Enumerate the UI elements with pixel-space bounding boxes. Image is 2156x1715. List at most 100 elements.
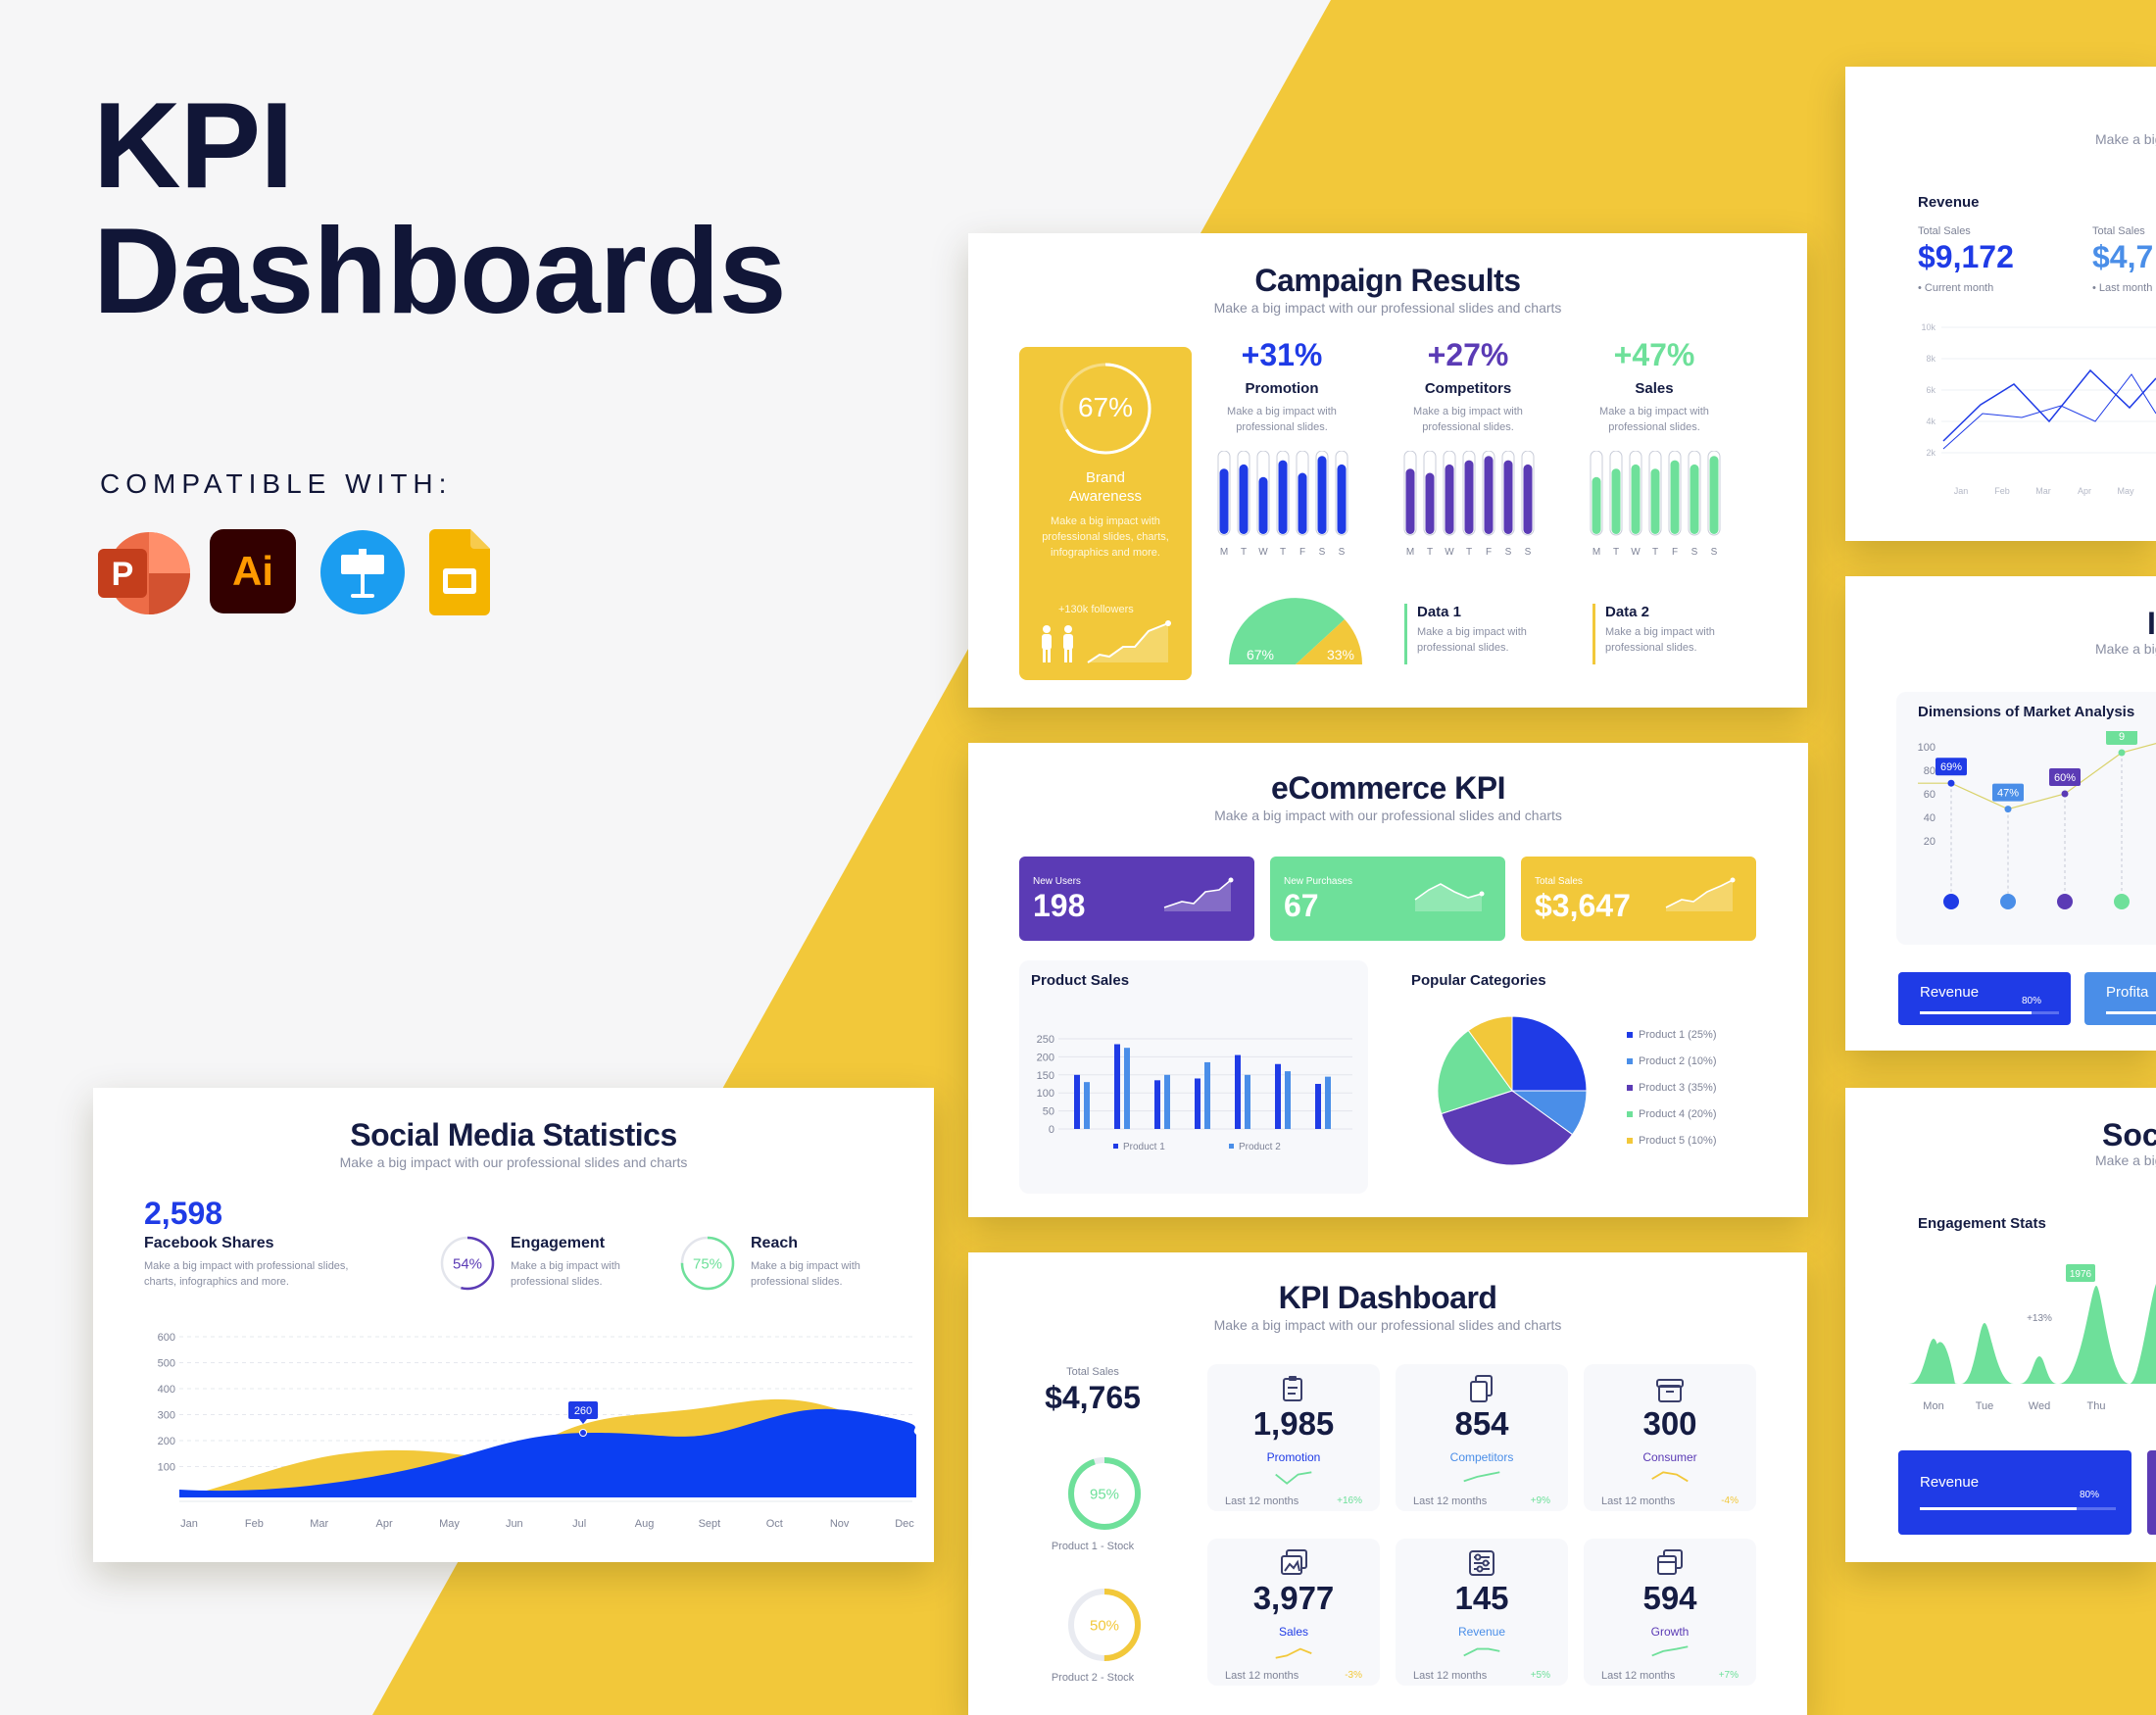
x-month-label: Sept (699, 1518, 721, 1530)
engagement-stats-chart: 1976 +13% Mon Tue Wed Thu (1908, 1264, 2156, 1412)
bar-product1 (1114, 1044, 1120, 1129)
social-stats-slide-partial[interactable]: Soc Make a big Engagement Stats 1976 +13%… (1845, 1088, 2156, 1562)
bar (1592, 476, 1601, 534)
ring-progress (1068, 1589, 1141, 1661)
market-dot (2057, 894, 2073, 909)
kpi-label: Revenue (1457, 1625, 1506, 1639)
social-media-statistics-slide[interactable]: Social Media Statistics Make a big impac… (93, 1088, 934, 1562)
kpi-change: -3% (1345, 1670, 1362, 1681)
kpi-sparkline (1651, 1645, 1689, 1657)
total-sales-value: $4,765 (1045, 1380, 1141, 1415)
revenue-button-percent: 80% (2080, 1490, 2100, 1500)
product-sales-panel: Product Sales 250 200 150 100 50 0 Product 1 Pr… (1019, 960, 1368, 1194)
kpi-box-competitors[interactable]: 854 Competitors Last 12 months +9% (1396, 1364, 1568, 1511)
profitability-progress-track (2106, 1011, 2156, 1014)
day-label: W (1445, 547, 1454, 558)
campaign-results-slide[interactable]: Campaign Results Make a big impact with … (968, 233, 1807, 708)
y-tick-label: 0 (1049, 1124, 1054, 1136)
bar-track (1668, 451, 1682, 536)
y-tick-label: 80 (1924, 765, 1936, 777)
bar-track (1335, 451, 1348, 536)
engagement-peak (2130, 1284, 2156, 1384)
market-point (2118, 749, 2126, 757)
facebook-shares-value: 2,598 (144, 1196, 223, 1231)
kpi-change: +7% (1718, 1670, 1739, 1681)
kpi-box-consumer[interactable]: 300 Consumer Last 12 months -4% (1584, 1364, 1756, 1511)
revenue-button[interactable]: Revenue 80% (1898, 972, 2071, 1025)
slide-subtitle: Make a big impact with our professional … (1213, 1317, 1562, 1333)
reach-ring: 75% (680, 1236, 735, 1291)
market-badge-label: 9 (2119, 731, 2125, 743)
bar-track (1217, 451, 1231, 536)
engagement-stats-title: Engagement Stats (1918, 1215, 2046, 1232)
metric-label: Promotion (1245, 380, 1319, 397)
x-month-label: May (439, 1518, 460, 1530)
kpi-box-revenue[interactable]: 145 Revenue Last 12 months +5% (1396, 1539, 1568, 1686)
stat-card[interactable]: Total Sales $3,647 (1521, 857, 1756, 941)
bar (1445, 464, 1454, 534)
metric-label: Sales (1635, 380, 1674, 397)
x-month-label: Feb (1994, 486, 2010, 496)
data-item-title: Data 2 (1605, 604, 1650, 620)
slide-subtitle: Make a big impact with our professional … (339, 1154, 688, 1170)
marker-badge (568, 1401, 598, 1419)
engagement-peak (2020, 1356, 2057, 1384)
total-sales-label-2: Total Sales (2092, 225, 2145, 237)
stat-card[interactable]: New Users 198 (1019, 857, 1254, 941)
market-badge-label: 60% (2054, 772, 2076, 784)
ring-percent: 50% (1090, 1617, 1119, 1634)
kpi-sparkline (1651, 1471, 1689, 1483)
bar-track (1501, 451, 1515, 536)
day-label: S (1711, 547, 1718, 558)
revenue-slide-partial[interactable]: Make a big Revenue Total Sales $9,172 • … (1845, 67, 2156, 541)
kpi-period: Last 12 months (1601, 1670, 1676, 1682)
x-month-label: Mar (2035, 486, 2051, 496)
legend-label: Product 2 (1239, 1142, 1281, 1152)
day-label: S (1319, 547, 1326, 558)
market-dot (1943, 894, 1959, 909)
legend-swatch (1627, 1138, 1633, 1145)
bar (1690, 464, 1699, 534)
reach-label: Reach (751, 1235, 799, 1251)
revenue-button[interactable]: Revenue 80% (1898, 1450, 2132, 1535)
day-label: W (1631, 547, 1641, 558)
hero-title-line2: Dashboards (93, 204, 787, 339)
people-icon (1042, 625, 1073, 662)
bar (1464, 460, 1474, 534)
kpi-box-promotion[interactable]: 1,985 Promotion Last 12 months +16% (1207, 1364, 1380, 1511)
kpi-period: Last 12 months (1225, 1670, 1299, 1682)
legend-swatch (1627, 1085, 1633, 1092)
google-slides-icon (429, 529, 490, 615)
kpi-value: 300 (1642, 1405, 1697, 1442)
profitability-button[interactable]: Profita (2084, 972, 2156, 1025)
kpi-sparkline (1463, 1647, 1500, 1657)
day-label: T (1652, 547, 1658, 558)
ecommerce-kpi-slide[interactable]: eCommerce KPI Make a big impact with our… (968, 743, 1808, 1217)
stat-card[interactable]: New Purchases 67 (1270, 857, 1505, 941)
kpi-label: Consumer (1642, 1450, 1697, 1464)
semicircle-chart: 67% 33% (1229, 598, 1362, 664)
followers-trend-line (1087, 622, 1169, 663)
stat-card-sparkline (1414, 883, 1485, 911)
peak-label: 1976 (2070, 1269, 2092, 1280)
y-tick-label: 60 (1924, 789, 1936, 801)
legend-label: Product 4 (20%) (1639, 1108, 1717, 1120)
stat-card-value: 67 (1284, 888, 1319, 923)
x-month-label: Dec (895, 1518, 914, 1530)
ring-percent: 75% (693, 1255, 722, 1272)
day-label: Thu (2087, 1400, 2106, 1412)
panel-title: Dimensions of Market Analysis (1918, 704, 2135, 720)
hero-title: KPI Dashboards (93, 83, 787, 339)
powerpoint-icon: P (98, 532, 190, 614)
kpi-box-sales[interactable]: 3,977 Sales Last 12 months -3% (1207, 1539, 1380, 1686)
next-button-fragment[interactable] (2147, 1450, 2156, 1535)
y-tick-label: 300 (158, 1410, 175, 1422)
kpi-box-growth[interactable]: 594 Growth Last 12 months +7% (1584, 1539, 1756, 1686)
clipboard-icon (1283, 1376, 1302, 1401)
bar-track (1443, 451, 1456, 536)
market-analysis-slide-partial[interactable]: I Make a big Dimensions of Market Analys… (1845, 576, 2156, 1051)
stat-card-label: New Users (1033, 876, 1081, 887)
day-label: S (1691, 547, 1698, 558)
kpi-dashboard-slide[interactable]: KPI Dashboard Make a big impact with our… (968, 1252, 1807, 1715)
